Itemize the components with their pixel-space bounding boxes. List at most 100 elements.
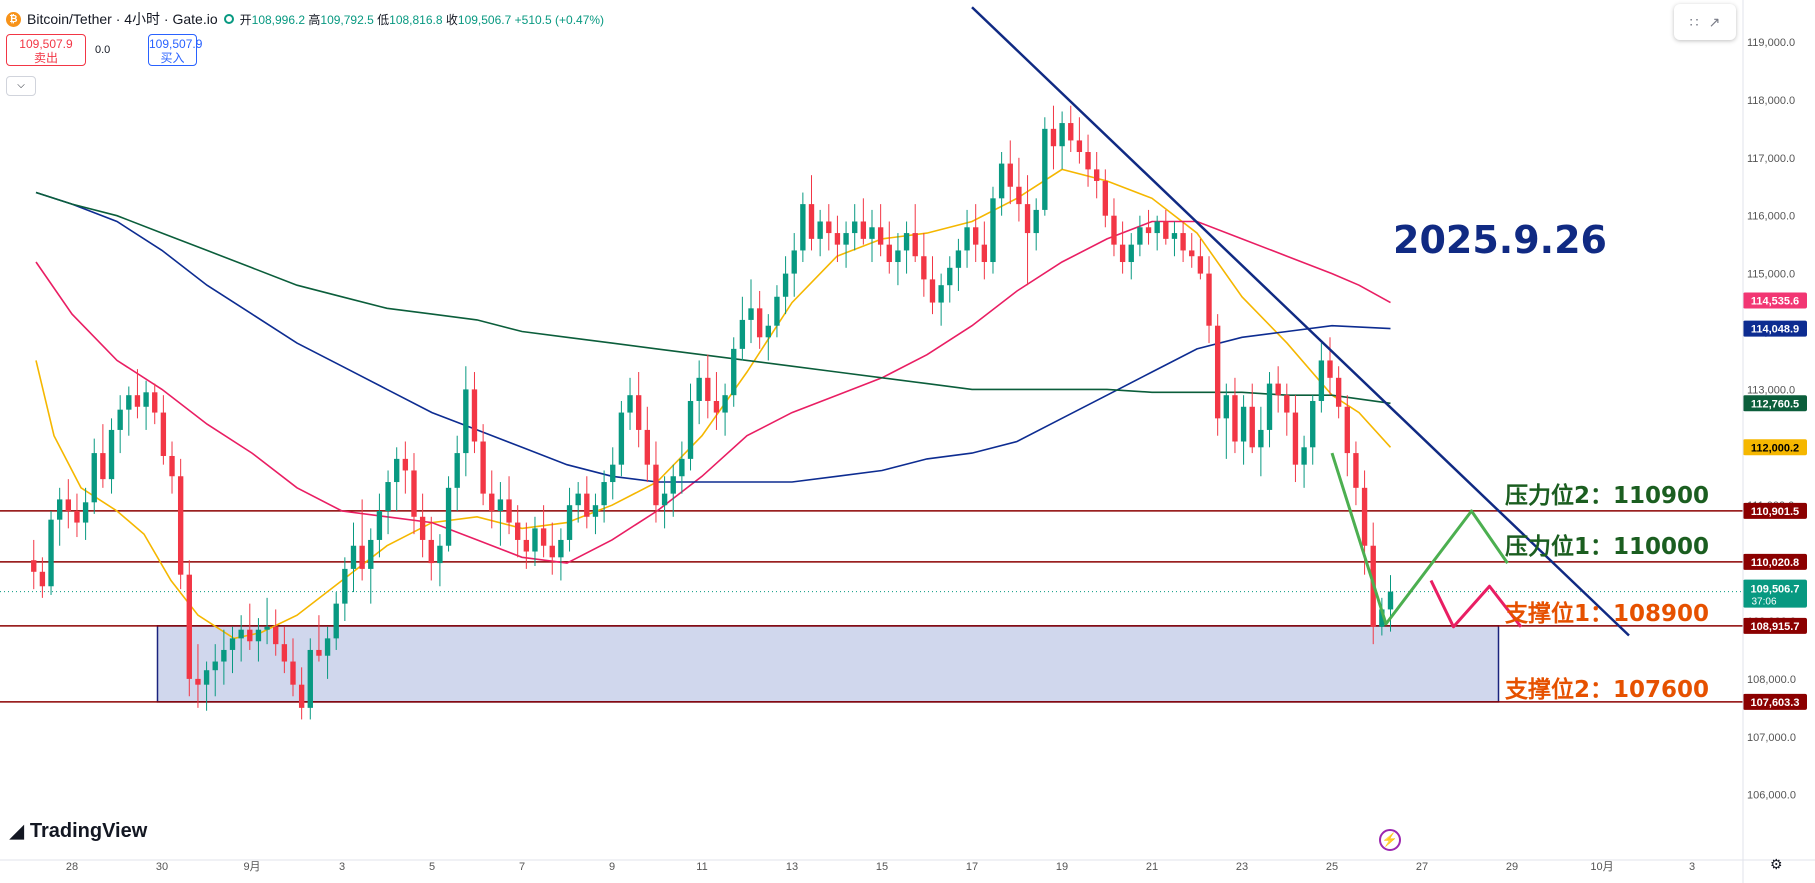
candle[interactable] [497, 482, 504, 546]
drawing-toolbox[interactable]: ∷ ↗ [1674, 4, 1736, 40]
candle[interactable] [748, 279, 754, 344]
projection-path-green[interactable] [1330, 452, 1509, 626]
candle[interactable] [1094, 152, 1100, 199]
candle[interactable] [238, 615, 244, 662]
candle[interactable] [1335, 366, 1342, 419]
candle[interactable] [1240, 395, 1247, 465]
candle[interactable] [1154, 215, 1160, 251]
candle[interactable] [903, 221, 910, 274]
candle[interactable] [765, 314, 771, 361]
candle[interactable] [1059, 111, 1065, 170]
candle[interactable] [203, 661, 210, 711]
candle[interactable] [298, 667, 305, 720]
candle[interactable] [947, 256, 953, 303]
moving-average-line-1[interactable] [35, 168, 1392, 640]
candle[interactable] [860, 198, 867, 245]
candle[interactable] [1024, 175, 1031, 286]
candle[interactable] [1102, 169, 1109, 228]
candle[interactable] [566, 487, 573, 552]
candle[interactable] [644, 406, 650, 483]
candle[interactable] [65, 479, 71, 529]
candle[interactable] [1197, 238, 1204, 280]
candle[interactable] [1111, 198, 1117, 257]
candle[interactable] [886, 221, 892, 274]
candle[interactable] [869, 209, 875, 263]
candle[interactable] [1119, 221, 1126, 274]
candle[interactable] [1232, 377, 1238, 454]
candle[interactable] [126, 386, 132, 436]
candle[interactable] [428, 516, 434, 581]
candle[interactable] [826, 204, 832, 251]
lightning-icon[interactable]: ⚡ [1379, 829, 1401, 851]
candle[interactable] [670, 464, 676, 517]
candle[interactable] [186, 560, 192, 697]
candle[interactable] [981, 221, 988, 280]
trend-line-icon[interactable]: ↗ [1708, 13, 1721, 30]
chevron-down-icon[interactable]: ⌵ [6, 76, 36, 96]
candle[interactable] [1310, 395, 1316, 465]
candle[interactable] [463, 366, 469, 477]
candle[interactable] [1249, 383, 1255, 454]
candle[interactable] [808, 175, 815, 251]
candle[interactable] [635, 372, 642, 448]
candle[interactable] [221, 629, 227, 685]
candle[interactable] [1163, 209, 1169, 245]
candle[interactable] [376, 493, 383, 558]
candle[interactable] [756, 290, 763, 349]
buy-button[interactable]: 109,507.9 买入 [148, 34, 202, 66]
candle[interactable] [48, 510, 54, 595]
candle[interactable] [817, 209, 823, 257]
candle[interactable] [523, 522, 530, 569]
candle[interactable] [56, 487, 63, 546]
candle[interactable] [74, 493, 80, 538]
trend-line[interactable] [971, 6, 1630, 637]
candle[interactable] [895, 233, 901, 286]
candle[interactable] [1145, 209, 1152, 245]
candle[interactable] [445, 476, 452, 552]
candle[interactable] [540, 505, 547, 558]
candle[interactable] [955, 238, 962, 291]
candle[interactable] [324, 626, 331, 679]
candle[interactable] [1180, 221, 1186, 263]
candle[interactable] [169, 441, 175, 494]
candle[interactable] [152, 383, 158, 425]
candle[interactable] [229, 626, 236, 674]
candle[interactable] [722, 383, 728, 436]
moving-average-line-3[interactable] [35, 191, 1391, 483]
candle[interactable] [929, 256, 936, 315]
candle[interactable] [1128, 233, 1134, 280]
sell-button[interactable]: 109,507.9 卖出 [6, 34, 86, 66]
candle[interactable] [31, 539, 37, 590]
candle[interactable] [558, 528, 564, 581]
candle[interactable] [1292, 395, 1299, 483]
candle[interactable] [679, 441, 685, 494]
candle[interactable] [515, 505, 521, 558]
candle[interactable] [1050, 105, 1057, 170]
candle[interactable] [342, 557, 348, 621]
candle[interactable] [1214, 314, 1221, 436]
candle[interactable] [480, 424, 486, 506]
candle[interactable] [143, 380, 149, 430]
candle[interactable] [791, 233, 797, 297]
moving-average-line-2[interactable] [35, 220, 1391, 564]
candle[interactable] [1085, 134, 1091, 187]
candle[interactable] [394, 447, 400, 511]
candle[interactable] [419, 493, 426, 558]
candle[interactable] [610, 447, 616, 500]
candle[interactable] [1258, 406, 1264, 477]
candle[interactable] [1171, 221, 1178, 257]
candle[interactable] [834, 215, 841, 263]
candle[interactable] [134, 369, 141, 419]
candle[interactable] [108, 418, 115, 494]
candle[interactable] [912, 204, 918, 263]
candle[interactable] [687, 383, 694, 471]
candle[interactable] [1266, 372, 1273, 448]
candle[interactable] [1344, 395, 1350, 477]
candle[interactable] [385, 470, 391, 535]
candle[interactable] [350, 522, 357, 593]
candle[interactable] [843, 221, 849, 268]
projection-path-pink[interactable] [1429, 579, 1523, 629]
candle[interactable] [1387, 575, 1394, 632]
candle[interactable] [1189, 233, 1195, 268]
